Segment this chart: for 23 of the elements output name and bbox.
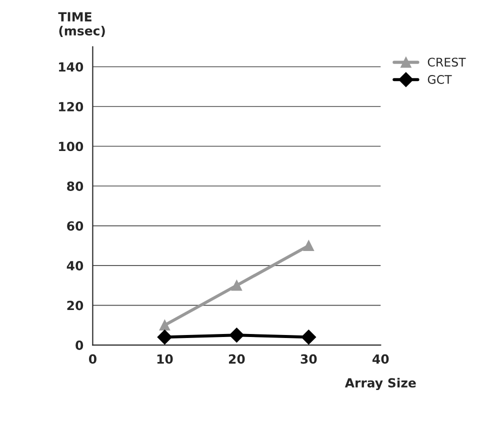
x-tick-label: 0 — [88, 354, 96, 364]
y-tick-label: 80 — [67, 181, 84, 191]
y-tick-label: 120 — [59, 102, 84, 112]
x-tick-label: 10 — [157, 354, 173, 364]
x-tick-label: 40 — [372, 354, 389, 364]
x-axis-title: Array Size — [344, 378, 416, 390]
y-axis-title: TIME (msec) — [58, 12, 105, 37]
y-tick-label: 140 — [59, 62, 84, 72]
x-tick-label: 20 — [228, 354, 245, 364]
y-tick-label: 60 — [67, 221, 84, 231]
point — [157, 330, 172, 345]
point — [231, 280, 242, 291]
point — [159, 320, 170, 331]
legend-label: GCT — [428, 75, 452, 84]
point — [301, 330, 316, 345]
point — [303, 240, 314, 252]
y-tick-label: 20 — [67, 300, 84, 310]
legend-label: CREST — [428, 58, 466, 67]
x-tick-label: 30 — [300, 354, 317, 364]
point — [229, 328, 244, 343]
y-tick-label: 40 — [66, 261, 84, 270]
y-tick-label: 0 — [76, 340, 84, 350]
y-tick-label: 100 — [59, 142, 84, 152]
